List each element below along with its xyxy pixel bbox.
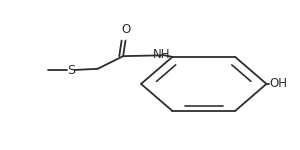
Text: O: O xyxy=(121,23,130,36)
Text: OH: OH xyxy=(269,77,287,90)
Text: S: S xyxy=(67,64,75,77)
Text: NH: NH xyxy=(153,48,170,61)
